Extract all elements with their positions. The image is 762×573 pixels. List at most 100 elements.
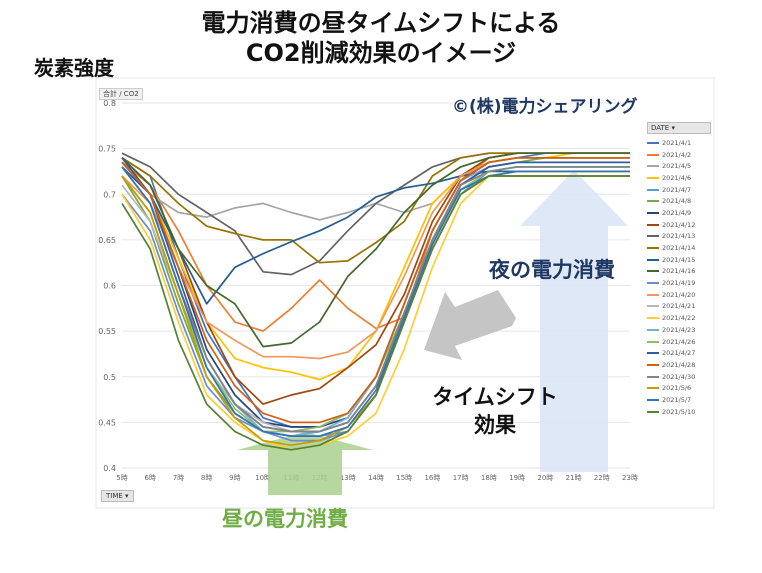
legend-item: 2021/5/7 xyxy=(647,394,711,406)
legend-swatch xyxy=(647,282,659,285)
legend-swatch xyxy=(647,328,659,331)
legend-label: 2021/4/22 xyxy=(662,314,696,323)
y-axis-title: 炭素強度 xyxy=(34,56,114,80)
date-button-label: DATE xyxy=(651,124,670,132)
legend-item: 2021/4/16 xyxy=(647,266,711,278)
x-tick-label: 10時 xyxy=(255,474,271,482)
legend-label: 2021/4/26 xyxy=(662,337,696,346)
legend-label: 2021/4/7 xyxy=(662,185,692,194)
legend-swatch xyxy=(647,165,659,168)
day-consumption-label: 昼の電力消費 xyxy=(222,507,348,531)
time-shift-line-2: 効果 xyxy=(474,413,516,437)
legend-item: 2021/4/28 xyxy=(647,359,711,371)
legend-label: 2021/4/14 xyxy=(662,244,696,253)
legend-label: 2021/4/27 xyxy=(662,349,696,358)
legend-swatch xyxy=(647,352,659,355)
legend-swatch xyxy=(647,258,659,261)
time-shift-line-1: タイムシフト xyxy=(432,385,558,409)
chart-frame xyxy=(95,77,715,509)
time-button-label: TIME xyxy=(106,492,123,500)
legend-swatch xyxy=(647,141,659,144)
legend-swatch xyxy=(647,188,659,191)
y-tick-label: 0.45 xyxy=(98,418,116,427)
legend-label: 2021/4/1 xyxy=(662,138,692,147)
legend-item: 2021/4/22 xyxy=(647,312,711,324)
legend-item: 2021/4/26 xyxy=(647,336,711,348)
legend-label: 2021/4/8 xyxy=(662,197,692,206)
legend-label: 2021/4/20 xyxy=(662,290,696,299)
y-tick-label: 0.4 xyxy=(103,464,116,473)
x-tick-label: 7時 xyxy=(173,474,184,482)
y-tick-label: 0.5 xyxy=(103,373,116,382)
x-tick-label: 9時 xyxy=(229,474,240,482)
x-tick-label: 21時 xyxy=(566,474,582,482)
legend-item: 2021/4/7 xyxy=(647,184,711,196)
legend-swatch xyxy=(647,211,659,214)
legend-item: 2021/5/10 xyxy=(647,406,711,418)
copyright-label: ©(株)電力シェアリング xyxy=(452,97,638,117)
legend-label: 2021/4/12 xyxy=(662,220,696,229)
legend-swatch xyxy=(647,247,659,250)
x-tick-label: 22時 xyxy=(594,474,610,482)
legend: DATE ▾ 2021/4/1 2021/4/2 2021/4/5 2021/4/6 2… xyxy=(647,122,711,418)
legend-swatch xyxy=(647,363,659,366)
title-line-2: CO2削減効果のイメージ xyxy=(245,39,517,67)
x-tick-label: 16時 xyxy=(424,474,440,482)
legend-label: 2021/4/5 xyxy=(662,162,692,171)
y-tick-label: 0.55 xyxy=(98,327,116,336)
legend-label: 2021/4/9 xyxy=(662,208,692,217)
legend-item: 2021/4/21 xyxy=(647,301,711,313)
legend-label: 2021/4/15 xyxy=(662,255,696,264)
date-filter-button[interactable]: DATE ▾ xyxy=(647,122,711,134)
legend-swatch xyxy=(647,223,659,226)
series-line-20 xyxy=(121,156,630,424)
legend-item: 2021/4/23 xyxy=(647,324,711,336)
legend-swatch xyxy=(647,340,659,343)
legend-swatch xyxy=(647,375,659,378)
y-tick-label: 0.7 xyxy=(103,190,116,199)
legend-item: 2021/4/5 xyxy=(647,160,711,172)
y-tick-label: 0.75 xyxy=(98,145,116,154)
legend-label: 2021/4/30 xyxy=(662,372,696,381)
legend-label: 2021/5/7 xyxy=(662,395,692,404)
x-tick-label: 18時 xyxy=(481,474,497,482)
legend-swatch xyxy=(647,398,659,401)
legend-item: 2021/5/6 xyxy=(647,382,711,394)
legend-item: 2021/4/15 xyxy=(647,254,711,266)
legend-swatch xyxy=(647,387,659,390)
legend-swatch xyxy=(647,176,659,179)
series-line-24 xyxy=(121,175,630,451)
legend-label: 2021/4/16 xyxy=(662,267,696,276)
x-tick-label: 6時 xyxy=(144,474,155,482)
legend-label: 2021/5/10 xyxy=(662,407,696,416)
legend-item: 2021/4/9 xyxy=(647,207,711,219)
page-title: 電力消費の昼タイムシフトによる CO2削減効果のイメージ xyxy=(0,8,762,68)
legend-swatch xyxy=(647,410,659,413)
y-tick-label: 0.65 xyxy=(98,236,116,245)
legend-item: 2021/4/20 xyxy=(647,289,711,301)
legend-label: 2021/4/6 xyxy=(662,173,692,182)
legend-swatch xyxy=(647,200,659,203)
y-tick-label: 0.6 xyxy=(103,282,116,291)
series-line-23 xyxy=(121,166,630,437)
legend-label: 2021/4/23 xyxy=(662,325,696,334)
legend-item: 2021/4/19 xyxy=(647,277,711,289)
left-arrow-shape xyxy=(424,290,516,360)
legend-label: 2021/5/6 xyxy=(662,384,692,393)
x-tick-label: 15時 xyxy=(396,474,412,482)
legend-item: 2021/4/27 xyxy=(647,347,711,359)
series-line-12 xyxy=(121,152,630,348)
x-tick-label: 8時 xyxy=(201,474,212,482)
axis-field-tag: 合計 / CO2 xyxy=(99,88,143,100)
legend-item: 2021/4/6 xyxy=(647,172,711,184)
time-filter-button[interactable]: TIME ▾ xyxy=(101,490,134,502)
legend-item: 2021/4/1 xyxy=(647,137,711,149)
x-tick-label: 20時 xyxy=(537,474,553,482)
legend-item: 2021/4/2 xyxy=(647,149,711,161)
legend-swatch xyxy=(647,235,659,238)
legend-swatch xyxy=(647,317,659,320)
day-arrow-shape xyxy=(237,432,373,495)
legend-item: 2021/4/13 xyxy=(647,231,711,243)
y-tick-labels: 0.4 0.45 0.5 0.55 0.6 0.65 0.7 0.75 0.8 xyxy=(98,99,116,473)
